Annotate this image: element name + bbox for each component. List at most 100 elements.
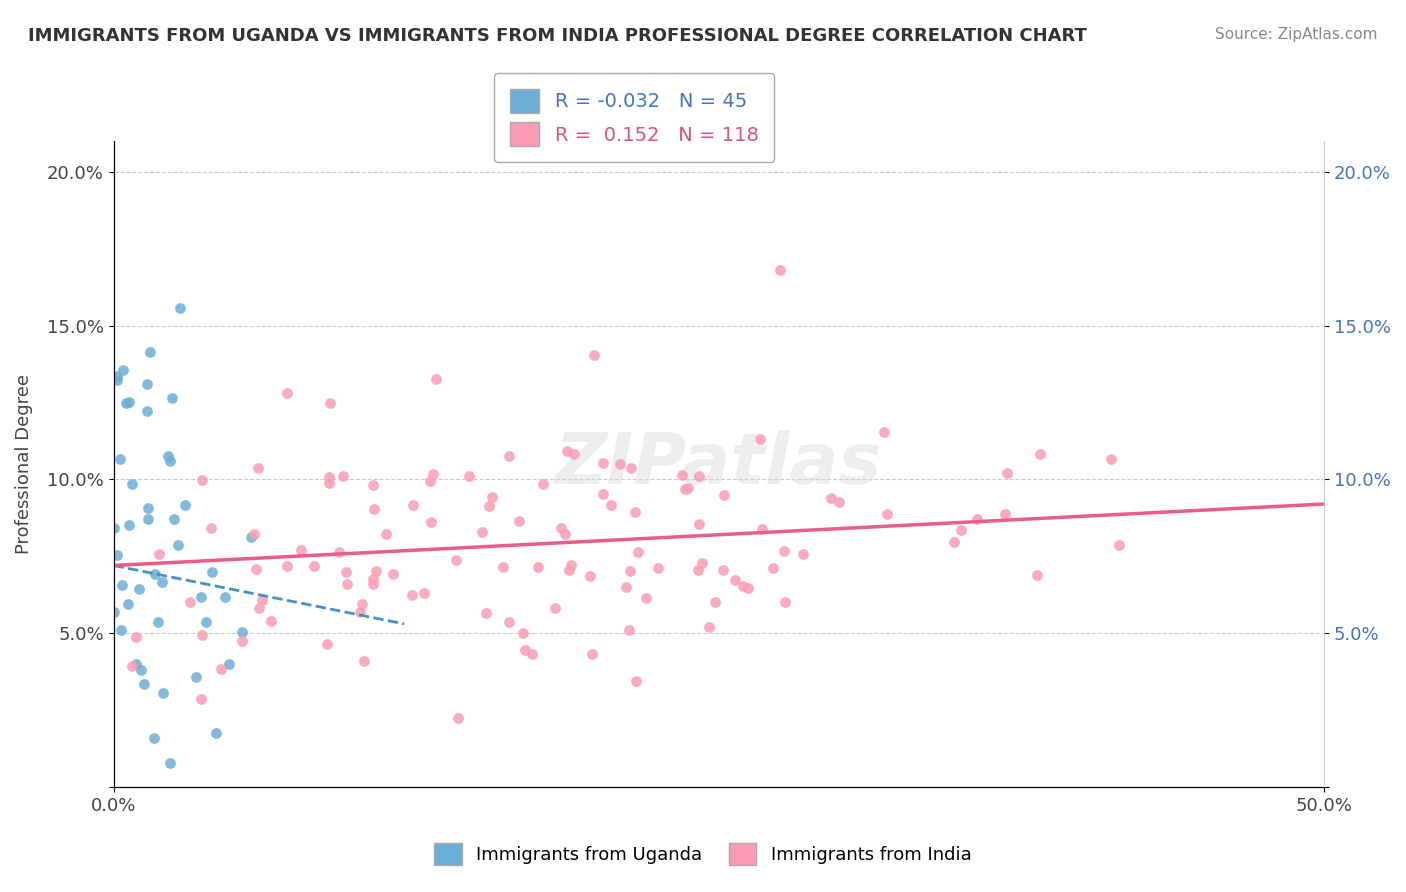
Point bbox=[478, 499, 501, 513]
Point bbox=[128, 582, 150, 596]
Text: ZIPatlas: ZIPatlas bbox=[555, 430, 883, 499]
Point bbox=[792, 547, 814, 561]
Point bbox=[112, 363, 135, 377]
Point bbox=[647, 560, 669, 574]
Point bbox=[994, 508, 1017, 522]
Point bbox=[195, 615, 218, 629]
Point bbox=[425, 372, 447, 386]
Point bbox=[582, 348, 605, 362]
Point bbox=[246, 461, 269, 475]
Point bbox=[350, 597, 373, 611]
Point bbox=[458, 468, 481, 483]
Point bbox=[160, 391, 183, 405]
Point bbox=[131, 663, 153, 677]
Point bbox=[711, 563, 734, 577]
Point bbox=[118, 395, 141, 409]
Point bbox=[148, 547, 170, 561]
Point bbox=[1029, 447, 1052, 461]
Point bbox=[749, 432, 772, 446]
Point bbox=[420, 515, 443, 529]
Point bbox=[136, 501, 159, 516]
Point bbox=[335, 565, 357, 579]
Point bbox=[201, 565, 224, 579]
Point bbox=[332, 469, 354, 483]
Point bbox=[671, 468, 693, 483]
Point bbox=[704, 595, 727, 609]
Point bbox=[247, 600, 270, 615]
Legend: R = -0.032   N = 45, R =  0.152   N = 118: R = -0.032 N = 45, R = 0.152 N = 118 bbox=[495, 73, 775, 161]
Point bbox=[550, 521, 572, 535]
Point bbox=[419, 474, 441, 488]
Point bbox=[121, 476, 143, 491]
Point bbox=[214, 590, 236, 604]
Point bbox=[290, 543, 312, 558]
Point bbox=[136, 511, 159, 525]
Point bbox=[614, 580, 637, 594]
Point bbox=[146, 615, 169, 629]
Point bbox=[381, 567, 404, 582]
Point bbox=[349, 605, 371, 619]
Point bbox=[353, 654, 375, 668]
Point bbox=[592, 456, 614, 470]
Point bbox=[723, 574, 745, 588]
Point bbox=[231, 633, 253, 648]
Point bbox=[1108, 537, 1130, 551]
Point bbox=[624, 673, 647, 688]
Point bbox=[609, 457, 631, 471]
Point bbox=[471, 525, 494, 540]
Point bbox=[673, 483, 696, 497]
Point bbox=[115, 396, 138, 410]
Point bbox=[678, 481, 700, 495]
Point bbox=[121, 659, 143, 673]
Point bbox=[492, 560, 515, 574]
Point bbox=[318, 476, 340, 491]
Point bbox=[136, 404, 159, 418]
Y-axis label: Professional Degree: Professional Degree bbox=[15, 374, 32, 554]
Point bbox=[124, 657, 146, 672]
Point bbox=[498, 615, 520, 629]
Point bbox=[159, 454, 181, 468]
Point bbox=[620, 461, 643, 475]
Point bbox=[619, 564, 641, 578]
Point bbox=[190, 692, 212, 706]
Point bbox=[143, 567, 166, 582]
Point bbox=[117, 597, 139, 611]
Point bbox=[697, 620, 720, 634]
Point bbox=[302, 559, 325, 574]
Point bbox=[134, 677, 156, 691]
Point bbox=[686, 563, 709, 577]
Point bbox=[315, 637, 337, 651]
Point bbox=[179, 595, 201, 609]
Point bbox=[508, 514, 530, 528]
Point bbox=[581, 647, 603, 661]
Point bbox=[163, 511, 186, 525]
Point bbox=[592, 487, 614, 501]
Text: Source: ZipAtlas.com: Source: ZipAtlas.com bbox=[1215, 27, 1378, 42]
Legend: Immigrants from Uganda, Immigrants from India: Immigrants from Uganda, Immigrants from … bbox=[426, 834, 980, 874]
Point bbox=[319, 396, 342, 410]
Point bbox=[876, 507, 898, 521]
Point bbox=[190, 590, 212, 604]
Point bbox=[531, 477, 554, 491]
Point bbox=[401, 498, 423, 512]
Point bbox=[600, 498, 623, 512]
Point bbox=[191, 473, 214, 487]
Point bbox=[762, 561, 785, 575]
Point bbox=[328, 545, 350, 559]
Point bbox=[820, 491, 842, 505]
Point bbox=[103, 605, 125, 619]
Point bbox=[560, 558, 582, 572]
Point bbox=[578, 569, 600, 583]
Point bbox=[555, 443, 578, 458]
Text: IMMIGRANTS FROM UGANDA VS IMMIGRANTS FROM INDIA PROFESSIONAL DEGREE CORRELATION : IMMIGRANTS FROM UGANDA VS IMMIGRANTS FRO… bbox=[28, 27, 1087, 45]
Point bbox=[205, 726, 228, 740]
Point bbox=[361, 478, 384, 492]
Point bbox=[166, 538, 188, 552]
Point bbox=[949, 523, 972, 537]
Point bbox=[260, 615, 283, 629]
Point bbox=[245, 562, 267, 576]
Point bbox=[627, 545, 650, 559]
Point bbox=[624, 505, 647, 519]
Point bbox=[997, 466, 1019, 480]
Point bbox=[636, 591, 658, 605]
